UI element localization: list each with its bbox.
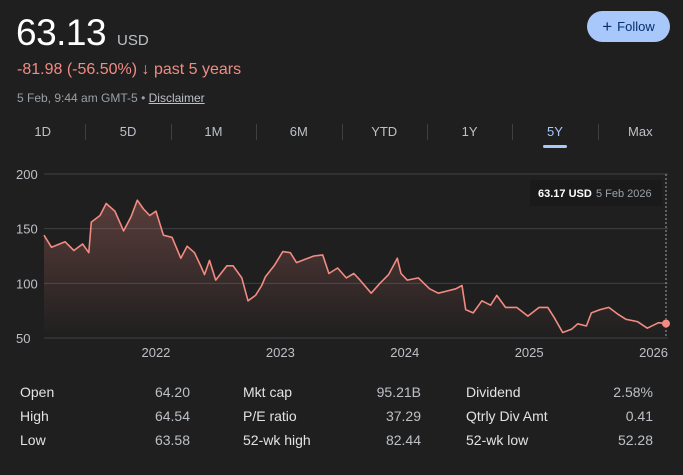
stat-label: Open [20, 384, 55, 400]
tab-1y[interactable]: 1Y [426, 118, 512, 148]
stat-52-wk-high: 52-wk high 82.44 [243, 428, 421, 452]
y-tick-label: 50 [16, 331, 30, 346]
change-period: past 5 years [153, 61, 242, 78]
stat-value: 64.54 [154, 408, 190, 424]
stat-label: Low [20, 432, 46, 448]
change-value: -81.98 (-56.50%) [17, 61, 138, 78]
separator: • [141, 91, 146, 105]
stat-value: 52.28 [617, 432, 653, 448]
stats-row: High 64.54 P/E ratio 37.29 Qtrly Div Amt 0.41 [20, 404, 655, 428]
plus-icon: + [602, 16, 613, 36]
down-arrow-icon: ↓ [141, 61, 150, 78]
stat-label: Dividend [466, 384, 521, 400]
stat-open: Open 64.20 [20, 380, 190, 404]
tooltip-value: 63.17 USD [538, 188, 592, 200]
timestamp-line: 5 Feb, 9:44 am GMT-5 • Disclaimer [17, 91, 205, 105]
current-price: 63.13 [16, 12, 107, 53]
stat-value: 82.44 [385, 432, 421, 448]
price-change: -81.98 (-56.50%) ↓ past 5 years [17, 61, 241, 79]
stat-dividend: Dividend 2.58% [466, 380, 653, 404]
stats-row: Open 64.20 Mkt cap 95.21B Dividend 2.58% [20, 380, 655, 404]
tab-6m[interactable]: 6M [256, 118, 341, 148]
range-tabs: 1D 5D 1M 6M YTD 1Y 5Y Max [0, 118, 683, 148]
tab-5d[interactable]: 5D [85, 118, 170, 148]
y-tick-label: 100 [16, 276, 38, 291]
stat-value: 0.41 [625, 408, 653, 424]
stat-mkt-cap: Mkt cap 95.21B [243, 380, 421, 404]
stat-value: 64.20 [154, 384, 190, 400]
stat-label: P/E ratio [243, 408, 297, 424]
stat-value: 2.58% [613, 384, 653, 400]
disclaimer-link[interactable]: Disclaimer [148, 91, 205, 105]
price-chart[interactable]: 200 150 100 50 2022 2023 2024 2025 2026 63.17 USD… [0, 160, 683, 365]
stat-high: High 64.54 [20, 404, 190, 428]
y-tick-label: 150 [16, 222, 38, 237]
x-tick-label: 2022 [141, 345, 170, 360]
timestamp: 5 Feb, 9:44 am GMT-5 [17, 91, 138, 105]
stat-low: Low 63.58 [20, 428, 190, 452]
tab-max[interactable]: Max [597, 118, 683, 148]
tab-5y[interactable]: 5Y [512, 118, 597, 148]
x-tick-label: 2023 [266, 345, 295, 360]
stat-label: High [20, 408, 49, 424]
current-point-marker [662, 319, 670, 328]
x-tick-label: 2026 [639, 345, 668, 360]
stat-value: 95.21B [376, 384, 421, 400]
y-tick-label: 200 [16, 167, 38, 182]
stat-label: 52-wk high [243, 432, 311, 448]
stat-value: 63.58 [154, 432, 190, 448]
stat-value: 37.29 [385, 408, 421, 424]
tab-ytd[interactable]: YTD [341, 118, 427, 148]
price-line [43, 199, 667, 334]
stat-label: 52-wk low [466, 432, 529, 448]
area-fill [44, 200, 666, 338]
stat-label: Mkt cap [243, 384, 293, 400]
tab-1m[interactable]: 1M [170, 118, 256, 148]
currency-label: USD [117, 32, 149, 49]
stat-qtrly-div-amt: Qtrly Div Amt 0.41 [466, 404, 653, 428]
tooltip-box [530, 180, 662, 206]
tab-1d[interactable]: 1D [34, 124, 51, 139]
stat-label: Qtrly Div Amt [466, 408, 548, 424]
stat-p-e-ratio: P/E ratio 37.29 [243, 404, 421, 428]
follow-button[interactable]: + Follow [587, 11, 670, 42]
stats-table: Open 64.20 Mkt cap 95.21B Dividend 2.58% High 6… [20, 380, 655, 452]
x-tick-label: 2025 [515, 345, 544, 360]
tooltip-date: 5 Feb 2026 [596, 188, 652, 200]
stat-52-wk-low: 52-wk low 52.28 [466, 428, 653, 452]
follow-label: Follow [617, 19, 655, 34]
x-tick-label: 2024 [390, 345, 419, 360]
stats-row: Low 63.58 52-wk high 82.44 52-wk low 52.28 [20, 428, 655, 452]
